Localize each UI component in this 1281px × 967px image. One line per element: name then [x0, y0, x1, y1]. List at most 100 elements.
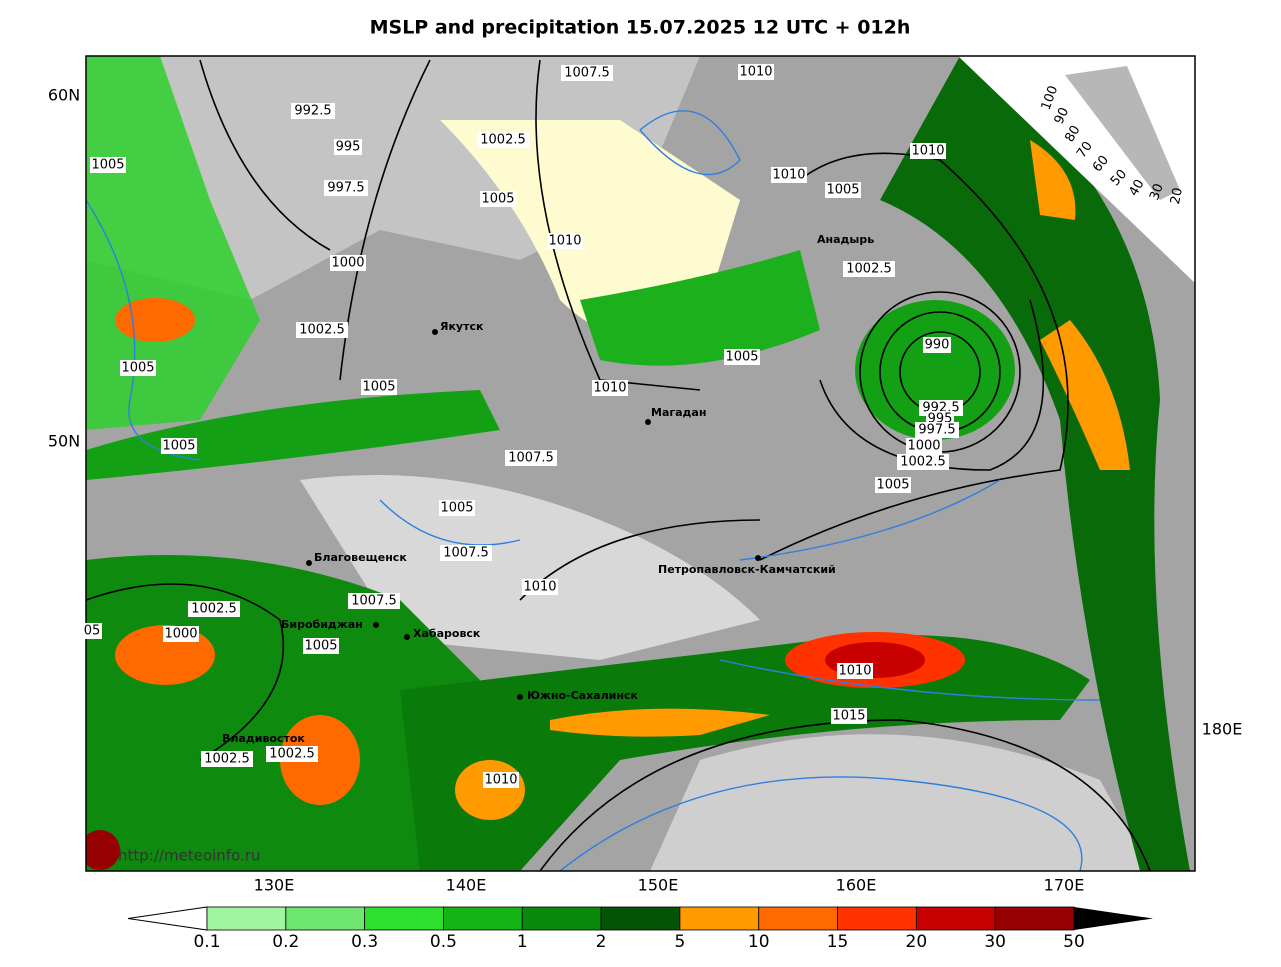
isobar-label-bg	[161, 438, 197, 454]
colorbar-box	[837, 906, 917, 931]
city-dot	[432, 329, 438, 335]
lat-label: 50N	[48, 432, 80, 451]
isobar-label-bg	[771, 167, 807, 183]
lon-label: 160E	[836, 876, 877, 895]
isobar-label: 1005	[725, 350, 758, 365]
isobar-label-bg	[348, 593, 400, 609]
colorbar-label: 0.2	[272, 932, 299, 952]
cloud-scale-label: 30	[1147, 182, 1167, 203]
colorbar-box	[994, 906, 1075, 931]
isobar-label-bg	[875, 477, 911, 493]
isobar-label: 992.5	[294, 104, 331, 119]
city-dot	[645, 419, 651, 425]
isobar-label-bg	[324, 180, 368, 196]
isobar-label: 1002.5	[269, 747, 315, 762]
isobar-label: 1005	[121, 361, 154, 376]
city-dot	[306, 560, 312, 566]
isobar-label: 1002.5	[480, 133, 526, 148]
isobar-label-bg	[120, 360, 156, 376]
isobar-label: 1002.5	[846, 262, 892, 277]
cloud-scale-label: 80	[1062, 123, 1083, 145]
city-dot	[404, 634, 410, 640]
isobar-label-bg	[90, 157, 126, 173]
isobar-label: 1010	[911, 144, 944, 159]
isobar-label: 995	[336, 140, 361, 155]
isobar-label-bg	[291, 103, 335, 119]
colorbar-box	[915, 906, 996, 931]
isobar-label: 1002.5	[204, 752, 250, 767]
isobar-label: 1005	[440, 501, 473, 516]
city-label: Якутск	[440, 320, 484, 333]
isobar-label-bg	[477, 132, 529, 148]
isobar-label: 997.5	[327, 181, 364, 196]
lon-label: 170E	[1044, 876, 1085, 895]
colorbar-label: 30	[984, 932, 1006, 952]
isobar-label: 1002.5	[191, 602, 237, 617]
isobar-label-bg	[923, 337, 951, 353]
isobar-label-bg	[163, 626, 199, 642]
colorbar-box	[206, 906, 287, 931]
isobar-label: 1015	[832, 709, 865, 724]
isobar-label-bg	[843, 261, 895, 277]
isobar-label: 1000	[907, 439, 940, 454]
isobar-label-bg	[266, 746, 318, 762]
colorbar-box	[285, 906, 366, 931]
isobar-label-bg	[592, 380, 628, 396]
colorbar-label: 2	[596, 932, 607, 952]
isobar-label: 1007.5	[351, 594, 397, 609]
isobar-label-bg	[831, 708, 867, 724]
isobar-label-bg	[522, 579, 558, 595]
map-frame	[85, 55, 1196, 872]
isobar-label-bg	[906, 438, 942, 454]
isobar-label-bg	[561, 65, 613, 81]
title: MSLP and precipitation 15.07.2025 12 UTC…	[370, 17, 911, 39]
isobar-label: 1005	[91, 158, 124, 173]
isobar-label-bg	[334, 139, 362, 155]
cloud-scale-label: 20	[1168, 186, 1186, 205]
lon-label: 180E	[1202, 720, 1243, 739]
colorbar-label: 0.5	[430, 932, 457, 952]
isobar-label-bg	[724, 349, 760, 365]
isobar-label-bg	[480, 191, 516, 207]
city-label: Хабаровск	[413, 627, 481, 640]
isobar-label: 1010	[548, 234, 581, 249]
colorbar-box	[443, 906, 523, 931]
map	[86, 56, 1195, 871]
isobar-label: 1010	[739, 65, 772, 80]
isobar-label: 1005	[826, 183, 859, 198]
isobar-label: 1000	[331, 256, 364, 271]
city-dot	[373, 622, 379, 628]
isobar-label-bg	[897, 454, 949, 470]
colorbar-label: 1	[517, 932, 528, 952]
colorbar-box	[679, 906, 760, 931]
colorbar-box	[521, 906, 602, 931]
isobar-label-bg	[201, 751, 253, 767]
city-dot	[755, 555, 761, 561]
lon-label: 130E	[254, 876, 295, 895]
colorbar-label: 0.1	[193, 932, 220, 952]
isobar-label: 1002.5	[299, 323, 345, 338]
colorbar-box	[364, 906, 444, 931]
isobar-label: 990	[925, 338, 950, 353]
colorbar-box	[600, 906, 681, 931]
watermark: http://meteoinfo.ru	[118, 847, 260, 865]
colorbar-label: 10	[748, 932, 770, 952]
lon-label: 150E	[638, 876, 679, 895]
isobar-label-bg	[910, 143, 946, 159]
isobar-label-bg	[738, 64, 774, 80]
isobar-label: 1005	[362, 380, 395, 395]
isobar-label: 1010	[772, 168, 805, 183]
colorbar-box	[758, 906, 838, 931]
isobar-label-bg	[915, 422, 959, 438]
isobar-label-bg	[440, 545, 492, 561]
colorbar-label: 0.3	[351, 932, 378, 952]
cloud-scale-label: 90	[1052, 105, 1073, 126]
colorbar-label: 15	[827, 932, 849, 952]
isobar-label-bg	[188, 601, 240, 617]
isobar-label: 1002.5	[900, 455, 946, 470]
city-label: Южно-Сахалинск	[527, 689, 638, 702]
isobar-label: 1010	[484, 773, 517, 788]
isobar-label-bg	[439, 500, 475, 516]
isobar-label: 1007.5	[508, 451, 554, 466]
